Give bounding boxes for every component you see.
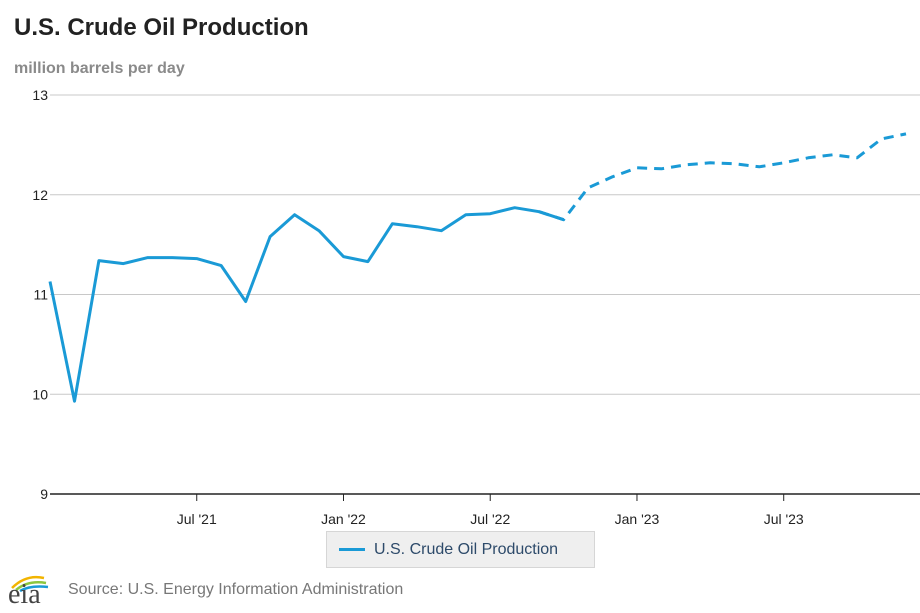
y-tick-label: 9 (40, 486, 48, 502)
footer: eia Source: U.S. Energy Information Admi… (8, 572, 404, 610)
x-tick-label: Jul '23 (764, 511, 804, 527)
source-note: Source: U.S. Energy Information Administ… (68, 581, 404, 598)
eia-logo-text: eia (8, 579, 41, 610)
x-tick-label: Jul '22 (470, 511, 510, 527)
chart-title: U.S. Crude Oil Production (14, 14, 309, 41)
x-tick-label: Jul '21 (177, 511, 217, 527)
chart-subtitle: million barrels per day (14, 60, 185, 77)
y-tick-label: 10 (32, 386, 48, 402)
x-tick-label: Jan '22 (321, 511, 366, 527)
eia-logo: eia (8, 572, 56, 610)
series-line-forecast (538, 132, 907, 222)
chart-legend[interactable]: U.S. Crude Oil Production (326, 531, 595, 568)
y-tick-label: 13 (32, 87, 48, 103)
series-line-history (48, 206, 565, 403)
y-tick-label: 12 (32, 187, 48, 203)
x-tick-label: Jan '23 (615, 511, 660, 527)
legend-label: U.S. Crude Oil Production (374, 540, 559, 558)
y-tick-label: 11 (33, 287, 48, 303)
line-chart: 9 10 11 12 13 Jul '21 Jan '22 Jul '22 Jan '23 Jul… (32, 87, 920, 527)
eia-logo-arcs-icon (11, 575, 49, 592)
legend-swatch (339, 548, 365, 551)
